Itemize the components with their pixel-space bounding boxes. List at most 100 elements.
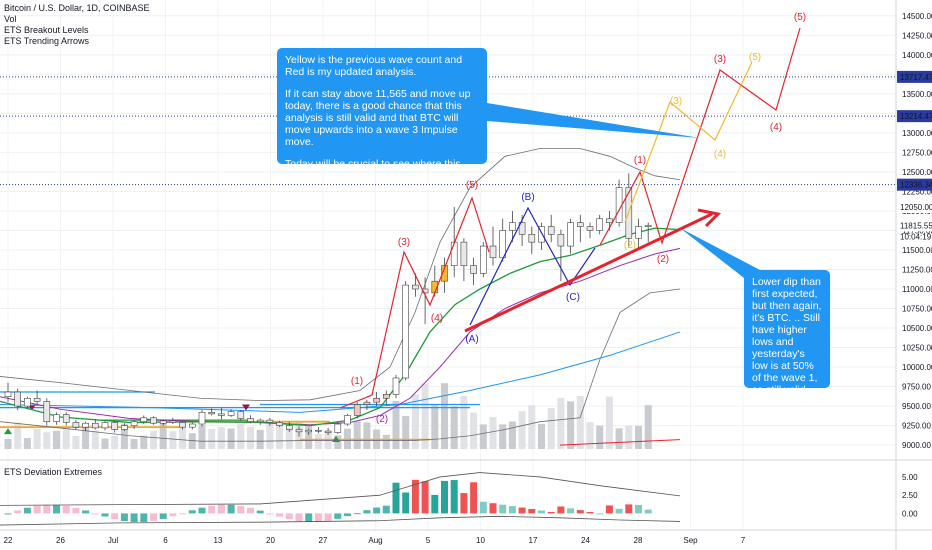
volume-bar: [120, 424, 128, 449]
deviation-bar: [528, 509, 536, 514]
deviation-bar: [615, 508, 623, 514]
ma-green: [0, 227, 681, 427]
time-label: 28: [634, 536, 643, 545]
deviation-tick: 2.50: [902, 491, 918, 500]
candles[interactable]: [4, 173, 652, 437]
deviation-bar: [256, 510, 264, 514]
volume-bar: [508, 421, 516, 449]
volume-bar: [62, 427, 70, 449]
candle-body: [43, 401, 51, 422]
candle-body: [295, 429, 303, 433]
candle-body: [130, 421, 138, 426]
time-axis[interactable]: 22 26 Jul 6 13 20 27 Aug 5 10 17 24 28 Sep 7: [4, 536, 746, 545]
wave-counts: (1) (2) (3) (4) (5) (1) (2) (3) (4) (5) (2) (3) (4) (…: [339, 12, 806, 425]
callout-pointer-bottom: [680, 228, 760, 278]
ma-long: [0, 331, 681, 413]
volume-bar: [586, 422, 594, 449]
price-badge-label: 12336.34: [900, 181, 932, 190]
deviation-bar: [567, 508, 575, 514]
volume-bar: [82, 426, 90, 449]
wave-label-red: (3): [398, 237, 410, 248]
callout-top-line-2: If it can stay above 11,565 and move up …: [285, 88, 471, 148]
volume-bar: [217, 427, 225, 449]
trend-arrow-icon: [4, 428, 12, 435]
volume-bar: [91, 430, 99, 449]
deviation-bar: [547, 511, 555, 514]
volume-bar: [431, 405, 439, 449]
price-tick: 14250.00: [902, 31, 932, 40]
deviation-bar: [605, 505, 613, 514]
candle-body: [441, 265, 448, 282]
deviation-bar: [411, 479, 419, 514]
deviation-bar: [285, 513, 293, 520]
deviation-bar: [227, 504, 235, 514]
deviation-bar: [159, 513, 167, 519]
price-tick: 12500.00: [902, 168, 932, 177]
wave-label-blue: (A): [465, 334, 478, 345]
price-badge-label: 13214.47: [900, 112, 932, 121]
candle-body: [256, 419, 264, 422]
deviation-bar: [43, 504, 51, 514]
volume-bar: [441, 383, 448, 449]
deviation-bar: [586, 511, 594, 514]
candle-body: [24, 397, 31, 407]
candle-body: [179, 422, 186, 428]
red-wave-primary: [339, 196, 490, 409]
indicator-breakout-levels[interactable]: ETS Breakout Levels: [4, 25, 89, 35]
deviation-bar: [644, 509, 652, 514]
candle-body: [276, 422, 283, 426]
wave-label-red: (4): [431, 313, 443, 324]
indicator-vol[interactable]: Vol: [4, 14, 17, 24]
volume-bar: [285, 428, 293, 449]
deviation-bar: [392, 482, 400, 514]
deviation-bar: [82, 510, 90, 514]
volume-bar: [208, 428, 216, 449]
wave-label-blue: (C): [566, 292, 580, 303]
candle-body: [305, 429, 313, 433]
deviation-bar: [208, 505, 216, 514]
deviation-bar: [324, 513, 332, 521]
price-tick: 9000.00: [902, 441, 931, 450]
deviation-bar: [188, 510, 196, 514]
volume-bar: [4, 439, 12, 449]
price-badge: [897, 110, 932, 123]
volume-bar: [479, 424, 487, 449]
price-badge: [897, 70, 932, 83]
price-tick: 14500.00: [902, 12, 932, 21]
deviation-bar: [276, 513, 284, 517]
price-axis[interactable]: 5.002.500.0014500.0014250.0014000.001375…: [897, 12, 932, 519]
callout-top-line-3: Today will be crucial to see where this …: [285, 158, 461, 182]
candle-body: [227, 411, 235, 416]
deviation-bar: [421, 481, 429, 514]
callout-bottom[interactable]: Lower dip than first expected, but then …: [744, 270, 830, 396]
volume-bar: [470, 412, 478, 449]
candle-body: [509, 222, 516, 231]
candle-body: [14, 391, 21, 407]
volume-bar: [392, 400, 400, 449]
volume-bar: [72, 436, 80, 449]
candle-body: [596, 218, 604, 231]
callout-top[interactable]: Yellow is the previous wave count and Re…: [277, 48, 487, 182]
deviation-bar: [431, 494, 439, 514]
candle-body: [567, 222, 574, 247]
price-tick: 9250.00: [902, 422, 931, 431]
volume-bar: [353, 421, 361, 449]
volume-bar: [130, 438, 138, 449]
sub-panel-title[interactable]: ETS Deviation Extremes: [4, 467, 103, 477]
deviation-bar: [479, 501, 487, 514]
candle-body: [421, 288, 429, 294]
deviation-tick: 0.00: [902, 509, 918, 518]
deviation-bar: [557, 506, 565, 514]
candle-body: [189, 423, 196, 428]
callout-top-line-1: Yellow is the previous wave count and Re…: [285, 54, 463, 78]
trend-arrow-icon: [242, 404, 250, 411]
indicator-trending-arrows[interactable]: ETS Trending Arrows: [4, 36, 90, 46]
candle-body: [315, 429, 322, 432]
volume-bar: [256, 429, 264, 449]
volume-bar: [23, 437, 31, 449]
time-label: 5: [426, 536, 431, 545]
deviation-bar: [179, 513, 187, 515]
symbol-title[interactable]: Bitcoin / U.S. Dollar, 1D, COINBASE: [4, 3, 150, 13]
time-label: 7: [741, 536, 746, 545]
